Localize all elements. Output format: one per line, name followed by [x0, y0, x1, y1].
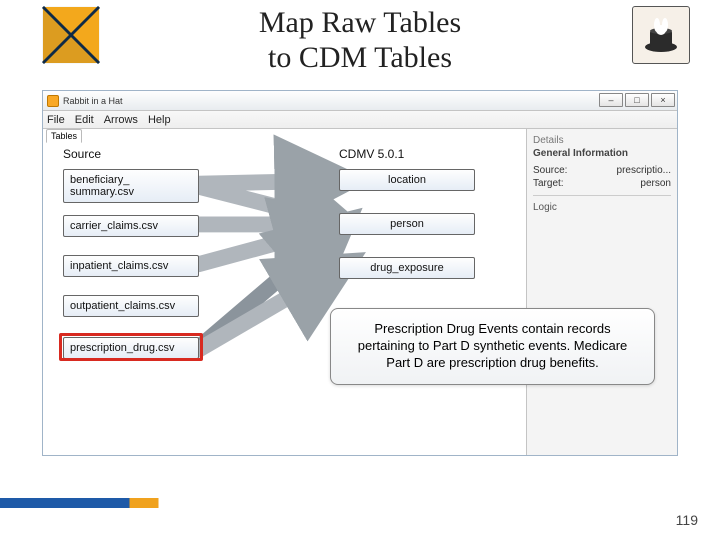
- menubar: File Edit Arrows Help: [43, 111, 677, 129]
- app-icon: [47, 95, 59, 107]
- minimize-button[interactable]: –: [599, 93, 623, 107]
- source-beneficiary[interactable]: beneficiary_ summary.csv: [63, 169, 199, 203]
- menu-help[interactable]: Help: [148, 114, 171, 126]
- window-title: Rabbit in a Hat: [63, 96, 123, 106]
- maximize-button[interactable]: □: [625, 93, 649, 107]
- source-label: beneficiary_: [70, 174, 129, 186]
- mapping-canvas[interactable]: Source CDMV 5.0.1 beneficiary_ summary.c…: [43, 129, 527, 455]
- tab-tables[interactable]: Tables: [46, 129, 82, 143]
- footer-accent: [0, 498, 720, 508]
- logo-right: [632, 6, 690, 64]
- title-line-1: Map Raw Tables: [259, 6, 461, 39]
- details-title: Details: [533, 135, 671, 146]
- detail-target-label: Target:: [533, 178, 564, 189]
- detail-target: Target: person: [533, 178, 671, 189]
- app-window: Rabbit in a Hat – □ × File Edit Arrows H…: [42, 90, 678, 456]
- target-person[interactable]: person: [339, 213, 475, 235]
- detail-logic-label: Logic: [533, 202, 671, 213]
- menu-arrows[interactable]: Arrows: [104, 114, 138, 126]
- source-label: summary.csv: [70, 186, 134, 198]
- menu-edit[interactable]: Edit: [75, 114, 94, 126]
- rabbit-hat-icon: [641, 15, 681, 55]
- detail-target-value: person: [640, 178, 671, 189]
- window-controls: – □ ×: [599, 93, 675, 107]
- detail-source-label: Source:: [533, 165, 567, 176]
- source-outpatient[interactable]: outpatient_claims.csv: [63, 295, 199, 317]
- slide-header: Map Raw Tables to CDM Tables: [0, 0, 720, 90]
- target-location[interactable]: location: [339, 169, 475, 191]
- titlebar[interactable]: Rabbit in a Hat – □ ×: [43, 91, 677, 111]
- target-drug-exposure[interactable]: drug_exposure: [339, 257, 475, 279]
- x-logo-icon: [42, 6, 100, 64]
- callout-text: Prescription Drug Events contain records…: [358, 321, 628, 370]
- app-body: Source CDMV 5.0.1 beneficiary_ summary.c…: [43, 129, 677, 455]
- source-prescription[interactable]: prescription_drug.csv: [63, 337, 199, 359]
- detail-source: Source: prescriptio...: [533, 165, 671, 176]
- details-panel: Details General Information Source: pres…: [527, 129, 677, 455]
- annotation-callout: Prescription Drug Events contain records…: [330, 308, 655, 385]
- close-button[interactable]: ×: [651, 93, 675, 107]
- title-line-2: to CDM Tables: [268, 41, 452, 74]
- menu-file[interactable]: File: [47, 114, 65, 126]
- source-carrier[interactable]: carrier_claims.csv: [63, 215, 199, 237]
- source-inpatient[interactable]: inpatient_claims.csv: [63, 255, 199, 277]
- page-number: 119: [676, 512, 698, 528]
- details-section: General Information: [533, 148, 671, 159]
- detail-source-value: prescriptio...: [617, 165, 671, 176]
- slide-title: Map Raw Tables to CDM Tables: [0, 0, 720, 75]
- logo-left: [42, 6, 100, 64]
